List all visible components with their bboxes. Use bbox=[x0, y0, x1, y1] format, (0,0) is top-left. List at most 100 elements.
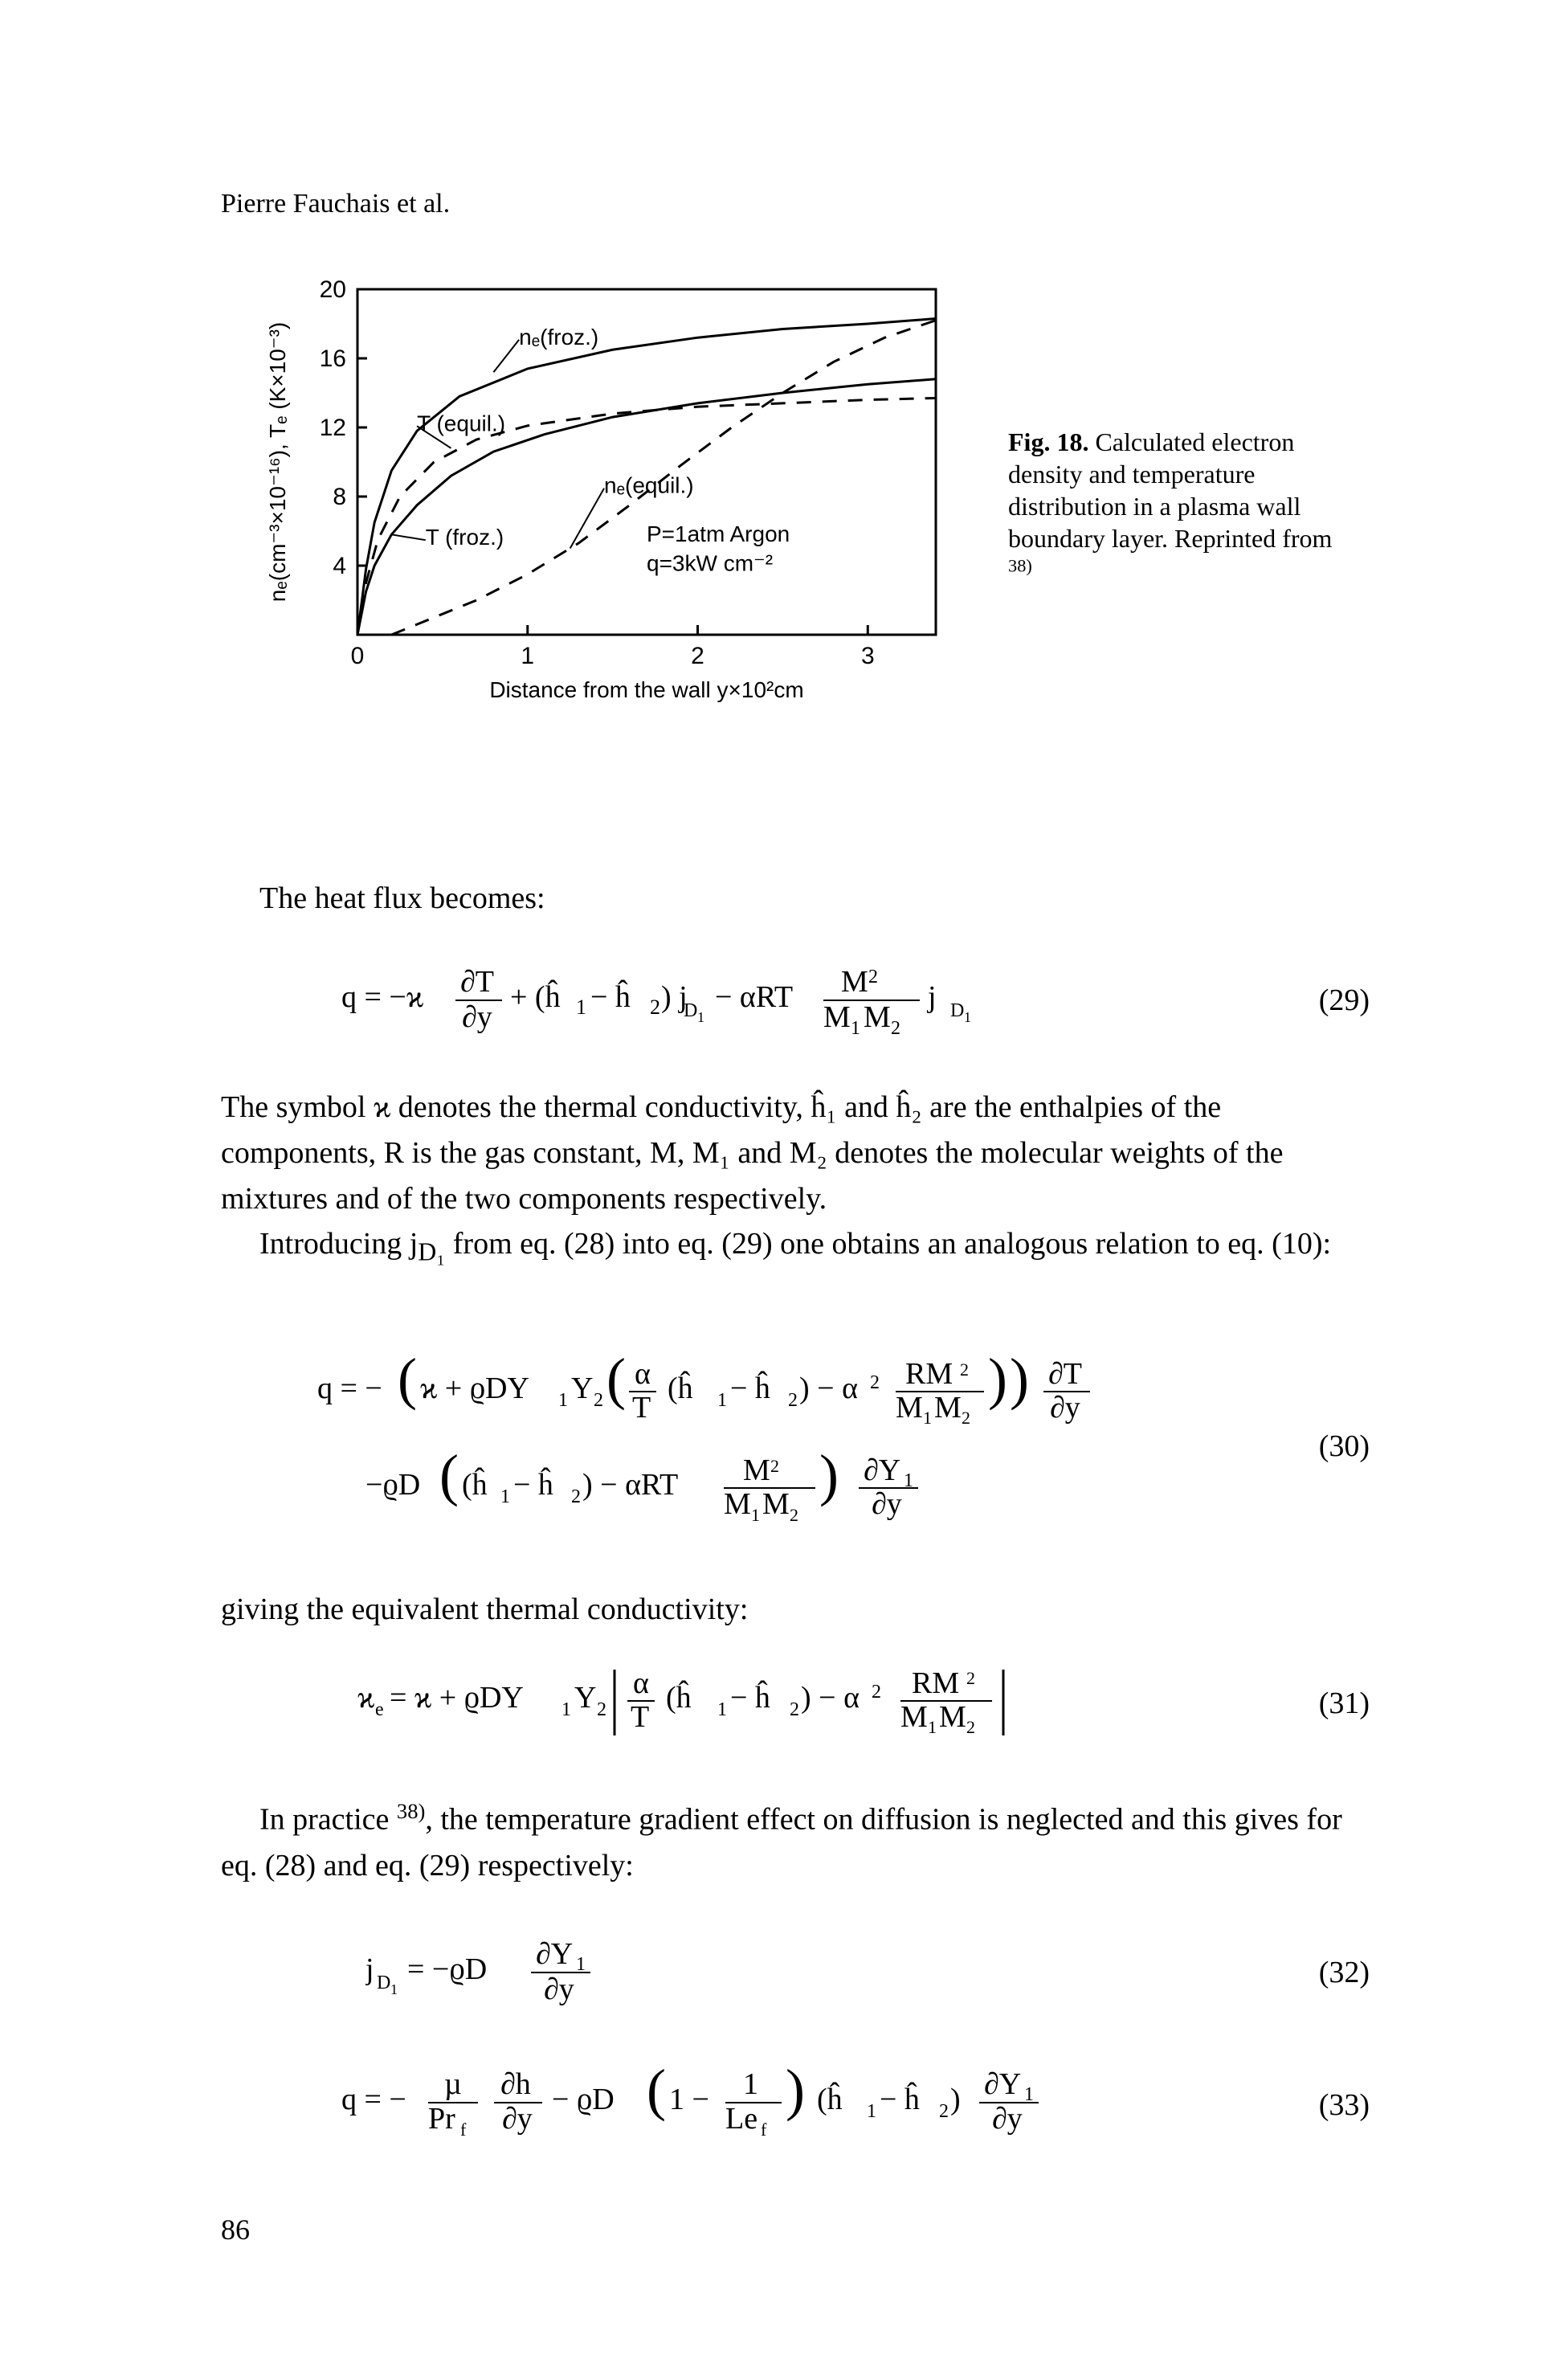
svg-text:1: 1 bbox=[500, 1486, 510, 1507]
svg-text:− ĥ: − ĥ bbox=[730, 1371, 770, 1405]
svg-text:∂Y: ∂Y bbox=[536, 1937, 573, 1971]
svg-text:− ĥ: − ĥ bbox=[513, 1467, 553, 1502]
svg-text:q = −ϰ: q = −ϰ bbox=[341, 980, 423, 1014]
svg-text:2: 2 bbox=[790, 1699, 799, 1720]
svg-text:f: f bbox=[761, 2120, 767, 2140]
svg-text:16: 16 bbox=[320, 345, 346, 372]
equation-31-number: (31) bbox=[1319, 1686, 1370, 1721]
svg-text:2: 2 bbox=[960, 1359, 969, 1380]
svg-text:∂y: ∂y bbox=[462, 1000, 492, 1034]
paragraph-heat-flux-intro: The heat flux becomes: bbox=[221, 876, 1370, 922]
svg-text:nₑ(froz.): nₑ(froz.) bbox=[519, 325, 598, 350]
svg-text:2: 2 bbox=[571, 1486, 581, 1507]
svg-text:3: 3 bbox=[861, 643, 875, 669]
svg-text:RM: RM bbox=[905, 1357, 953, 1391]
equation-33-number: (33) bbox=[1319, 2087, 1370, 2123]
svg-text:2: 2 bbox=[594, 1390, 603, 1411]
svg-text:2: 2 bbox=[870, 1372, 880, 1393]
svg-text:T: T bbox=[632, 1391, 651, 1425]
svg-text:j: j bbox=[365, 1952, 374, 1986]
p2b-pre: Introducing j bbox=[259, 1227, 418, 1261]
svg-text:Distance from the wall y×10²cm: Distance from the wall y×10²cm bbox=[489, 677, 803, 702]
svg-text:M: M bbox=[900, 1700, 928, 1734]
figure-caption-label: Fig. 18. bbox=[1008, 427, 1088, 456]
svg-text:(ĥ: (ĥ bbox=[666, 1680, 692, 1715]
svg-text:1: 1 bbox=[923, 1408, 932, 1428]
figure-18-svg: 012348121620Distance from the wall y×10²… bbox=[221, 273, 992, 739]
svg-text:∂y: ∂y bbox=[992, 2102, 1023, 2136]
svg-text:∂Y: ∂Y bbox=[864, 1453, 900, 1487]
svg-text:Y: Y bbox=[571, 1372, 593, 1405]
svg-text:∂h: ∂h bbox=[500, 2067, 531, 2101]
svg-text:2: 2 bbox=[939, 2101, 949, 2122]
paragraph-equivalent: giving the equivalent thermal conductivi… bbox=[221, 1587, 1370, 1633]
figure-ref: 38) bbox=[1008, 558, 1032, 587]
svg-text:2: 2 bbox=[962, 1408, 970, 1428]
svg-text:0: 0 bbox=[351, 643, 365, 669]
svg-text:2: 2 bbox=[966, 1668, 975, 1688]
author: Pierre Fauchais et al. bbox=[221, 189, 450, 219]
p4-pre: In practice bbox=[259, 1803, 397, 1837]
svg-text:4: 4 bbox=[333, 553, 346, 579]
svg-text:D: D bbox=[377, 1972, 390, 1993]
svg-text:2: 2 bbox=[597, 1699, 606, 1720]
svg-text:D: D bbox=[684, 1000, 697, 1021]
svg-text:∂Y: ∂Y bbox=[984, 2067, 1021, 2101]
svg-text:RM: RM bbox=[912, 1666, 959, 1700]
equation-30: q = − ( ϰ + ϱDY1Y2 ( αT (ĥ1 − ĥ2) − α2 R… bbox=[221, 1350, 1370, 1543]
paragraph-introducing: Introducing jD₁ from eq. (28) into eq. (… bbox=[221, 1221, 1370, 1271]
p4-ref: 38) bbox=[397, 1799, 425, 1823]
paragraph-symbols-text: The symbol ϰ denotes the thermal conduct… bbox=[221, 1090, 1284, 1216]
svg-text:M: M bbox=[934, 1391, 962, 1425]
svg-text:): ) bbox=[786, 2058, 805, 2122]
svg-text:q = −: q = − bbox=[317, 1372, 382, 1405]
svg-text:Y: Y bbox=[574, 1681, 596, 1715]
svg-text:1: 1 bbox=[928, 1717, 937, 1737]
equation-33: q = − µPrf ∂h∂y − ϱD ( 1 − 1Lef ) (ĥ1 − … bbox=[221, 2057, 1370, 2153]
svg-text:M: M bbox=[724, 1487, 751, 1521]
svg-text:e: e bbox=[375, 1699, 384, 1720]
svg-text:q=3kW cm⁻²: q=3kW cm⁻² bbox=[647, 550, 773, 575]
svg-text:∂T: ∂T bbox=[460, 965, 494, 999]
svg-text:1: 1 bbox=[717, 1390, 727, 1411]
svg-text:α: α bbox=[635, 1357, 651, 1391]
svg-text:) − αRT: ) − αRT bbox=[582, 1468, 678, 1502]
svg-text:µ: µ bbox=[444, 2067, 462, 2101]
svg-text:M: M bbox=[743, 1453, 770, 1487]
svg-text:1: 1 bbox=[867, 2101, 876, 2122]
paragraph-practice: In practice 38), the temperature gradien… bbox=[221, 1796, 1370, 1889]
svg-text:1: 1 bbox=[390, 1981, 398, 1997]
svg-text:(ĥ: (ĥ bbox=[668, 1371, 693, 1405]
svg-text:− ĥ: − ĥ bbox=[730, 1680, 770, 1715]
svg-text:1: 1 bbox=[576, 995, 586, 1019]
svg-text:M: M bbox=[896, 1391, 923, 1425]
svg-text:M: M bbox=[864, 1000, 891, 1034]
svg-text:1: 1 bbox=[851, 1018, 860, 1039]
svg-text:8: 8 bbox=[333, 484, 346, 510]
svg-text:M: M bbox=[762, 1487, 790, 1521]
svg-text:20: 20 bbox=[320, 276, 346, 303]
svg-text:1: 1 bbox=[697, 1009, 704, 1025]
svg-text:∂y: ∂y bbox=[872, 1487, 902, 1521]
svg-text:nₑ(cm⁻³×10⁻¹⁶), Tₑ (K×10⁻³): nₑ(cm⁻³×10⁻¹⁶), Tₑ (K×10⁻³) bbox=[265, 322, 290, 602]
svg-text:P=1atm Argon: P=1atm Argon bbox=[647, 521, 790, 546]
svg-text:− ĥ: − ĥ bbox=[590, 979, 631, 1014]
svg-text:D: D bbox=[950, 1000, 964, 1021]
paragraph-symbols: The symbol ϰ denotes the thermal conduct… bbox=[221, 1085, 1370, 1222]
svg-text:2: 2 bbox=[788, 1390, 798, 1411]
svg-text:(ĥ: (ĥ bbox=[817, 2082, 843, 2116]
p2b-sub: D₁ bbox=[418, 1238, 445, 1266]
svg-text:M: M bbox=[823, 1000, 851, 1034]
p2b-post: from eq. (28) into eq. (29) one obtains … bbox=[445, 1227, 1331, 1261]
svg-text:∂y: ∂y bbox=[544, 1972, 574, 2006]
svg-text:): ) bbox=[950, 2083, 961, 2116]
page-number: 86 bbox=[221, 2213, 250, 2246]
svg-text:∂y: ∂y bbox=[502, 2102, 533, 2136]
svg-text:Le: Le bbox=[725, 2102, 757, 2136]
svg-text:2: 2 bbox=[691, 643, 704, 669]
equation-30-number: (30) bbox=[1319, 1429, 1370, 1464]
svg-text:) − α: ) − α bbox=[801, 1681, 860, 1715]
svg-text:− ϱD: − ϱD bbox=[552, 2083, 615, 2116]
svg-text:ϰ: ϰ bbox=[357, 1681, 374, 1715]
svg-text:∂T: ∂T bbox=[1048, 1357, 1082, 1391]
